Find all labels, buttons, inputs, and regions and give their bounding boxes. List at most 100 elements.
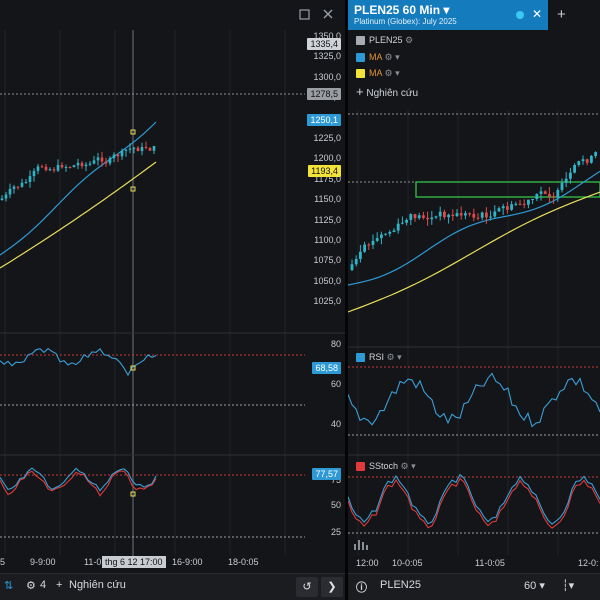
add-study-button[interactable]: + Nghiên cứu: [356, 84, 419, 99]
price-axis-tick: 1050,0: [313, 275, 341, 286]
rsi-line: [0, 347, 157, 377]
pane-divider[interactable]: [345, 0, 348, 600]
legend-row-ma-slow[interactable]: MA ⚙ ▾: [356, 67, 400, 79]
price-axis-tick: 1325,0: [313, 51, 341, 62]
gear-icon[interactable]: ⚙: [386, 352, 395, 362]
last-price-label: 1278,5: [307, 88, 341, 100]
legend-row-ma-fast[interactable]: MA ⚙ ▾: [356, 51, 400, 63]
stoch-k-line: [0, 467, 157, 492]
crosshair-marker: [130, 129, 136, 135]
stoch-value-label: 77,57: [312, 468, 341, 480]
color-swatch[interactable]: [356, 69, 365, 79]
stoch-tick: 50: [330, 500, 341, 510]
crosshair-marker-ma: [130, 186, 136, 192]
gear-icon[interactable]: ⚙: [384, 68, 393, 78]
time-axis-label: 12-0:: [578, 558, 599, 568]
price-axis-tick: 1100,0: [314, 235, 341, 245]
chevron-down-icon[interactable]: ▾: [397, 352, 402, 362]
price-axis-tick: 1150,0: [314, 194, 341, 205]
chevron-down-icon[interactable]: ▾: [395, 68, 400, 78]
live-status-dot-icon: [516, 11, 524, 19]
left-grid: [4, 30, 286, 555]
color-swatch[interactable]: [356, 53, 365, 63]
close-icon[interactable]: [323, 9, 333, 19]
rsi-label[interactable]: RSI ⚙ ▾: [356, 352, 402, 363]
ma-slow-line: [0, 161, 157, 269]
close-icon[interactable]: ✕: [532, 7, 543, 21]
stoch-label[interactable]: SStoch ⚙ ▾: [356, 461, 416, 472]
left-candles: [0, 141, 156, 202]
chevron-down-icon[interactable]: ▾: [411, 461, 416, 471]
right-toolbar: ⓘ PLEN25 60 ▾ ┆▾: [348, 573, 600, 600]
right-candles: [350, 151, 597, 272]
chart-type-icon[interactable]: ⇅: [4, 580, 14, 592]
price-axis-tick: 1175,0: [314, 173, 341, 184]
time-axis-label: 9-9:00: [30, 557, 56, 567]
interval-select[interactable]: 60 ▾: [524, 580, 545, 592]
ma-slow-line: [348, 191, 600, 313]
left-toolbar: ⇅ ⚙ 4 + Nghiên cứu ↺ ❯: [0, 573, 345, 600]
top-price-label: 1335,4: [307, 38, 341, 50]
rsi-tick: 80: [330, 339, 341, 349]
stoch-tick: 75: [330, 475, 341, 485]
rsi-tick: 60: [330, 379, 341, 389]
crosshair-time-label: thg 6 12 17:00: [102, 556, 166, 568]
right-chart-pane[interactable]: PLEN25 60 Min ▾ Platinum (Globex): July …: [348, 0, 600, 600]
time-axis-label: 18-0:05: [228, 557, 259, 567]
price-axis-tick: 1025,0: [313, 296, 341, 307]
gear-icon[interactable]: ⚙: [384, 52, 393, 62]
time-axis-label: 11-0:05: [475, 558, 505, 568]
time-axis-label: 10-0:05: [392, 558, 423, 568]
time-axis-label: 11-0:05: [84, 557, 114, 567]
price-axis-tick: 1225,0: [313, 133, 341, 143]
symbol-subtitle: Platinum (Globex): July 2025: [354, 17, 457, 26]
time-axis-label: 12:00: [356, 558, 379, 568]
left-chart-canvas[interactable]: [0, 0, 345, 600]
color-swatch[interactable]: [356, 462, 365, 472]
support-zone-box[interactable]: [415, 181, 600, 198]
reset-icon[interactable]: ↺: [296, 577, 318, 597]
info-icon[interactable]: ⓘ: [356, 582, 367, 594]
stoch-k-line: [348, 473, 600, 525]
color-swatch[interactable]: [356, 353, 365, 363]
rsi-value-label: 68,58: [312, 362, 341, 374]
time-axis-label: 16-9:00: [172, 557, 203, 567]
color-swatch[interactable]: [356, 36, 365, 46]
left-chart-pane[interactable]: 1350,01325,01300,01275,01250,01225,01200…: [0, 0, 345, 600]
right-chart-canvas[interactable]: [348, 0, 600, 600]
price-axis-tick: 1350,0: [313, 31, 341, 41]
scroll-right-icon[interactable]: ❯: [321, 577, 343, 597]
time-axis-label: 5: [0, 557, 6, 567]
price-axis-tick: 1300,0: [313, 71, 341, 82]
price-axis-tick: 1125,0: [314, 214, 341, 225]
ma-slow-price-label: 1193,4: [308, 165, 341, 177]
gear-icon[interactable]: ⚙: [400, 461, 409, 471]
right-grid: [357, 110, 559, 555]
volume-icon[interactable]: [354, 540, 368, 550]
rsi-tick: 40: [330, 419, 341, 429]
add-study-button[interactable]: Nghiên cứu: [69, 579, 126, 591]
price-axis-tick: 1200,0: [313, 153, 341, 164]
add-study-plus-icon[interactable]: +: [356, 84, 364, 99]
add-chart-plus-icon[interactable]: +: [557, 6, 566, 23]
chevron-down-icon[interactable]: ▾: [443, 3, 450, 17]
stoch-d-line: [0, 470, 157, 497]
add-study-plus-icon[interactable]: +: [56, 579, 63, 591]
legend-row-price[interactable]: PLEN25 ⚙: [356, 34, 413, 46]
stoch-tick: 25: [330, 527, 341, 537]
symbol-header[interactable]: PLEN25 60 Min ▾ Platinum (Globex): July …: [348, 0, 548, 30]
symbol-field[interactable]: PLEN25: [380, 579, 421, 591]
indicator-count[interactable]: 4: [40, 579, 47, 591]
symbol-title[interactable]: PLEN25 60 Min ▾: [354, 3, 450, 17]
ma-fast-price-label: 1250,1: [307, 114, 341, 126]
rsi-line: [348, 372, 600, 428]
price-axis-tick: 1075,0: [313, 255, 341, 266]
gear-icon[interactable]: ⚙: [26, 580, 36, 592]
chart-style-icon[interactable]: ┆▾: [562, 580, 575, 592]
stoch-d-line: [348, 477, 600, 529]
chevron-down-icon[interactable]: ▾: [539, 580, 545, 592]
gear-icon[interactable]: ⚙: [405, 35, 414, 45]
chevron-down-icon[interactable]: ▾: [395, 52, 400, 62]
expand-icon[interactable]: [299, 9, 310, 20]
